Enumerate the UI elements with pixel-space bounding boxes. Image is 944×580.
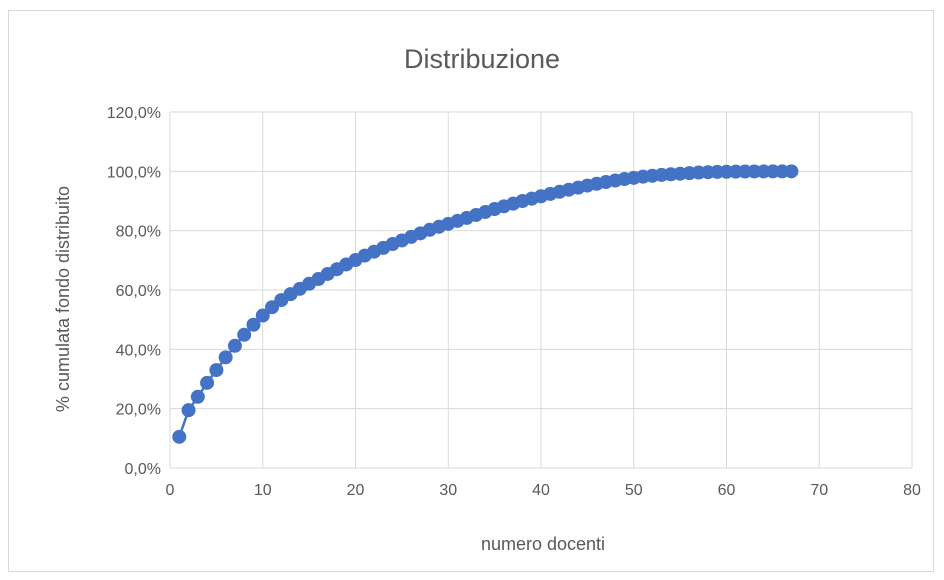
x-tick-label: 70 bbox=[810, 482, 828, 499]
y-tick-label: 60,0% bbox=[116, 283, 161, 300]
x-tick-label: 80 bbox=[903, 482, 921, 499]
data-point bbox=[209, 363, 224, 378]
x-axis-tick-labels: 0 10 20 30 40 50 60 70 80 bbox=[166, 482, 921, 499]
y-tick-label: 80,0% bbox=[116, 224, 161, 241]
chart-svg: Distribuzione 0,0% 20,0% 40,0% 60,0% 80,0% 10… bbox=[53, 44, 921, 554]
data-point bbox=[227, 338, 242, 353]
y-tick-label: 20,0% bbox=[116, 402, 161, 419]
data-point bbox=[255, 308, 270, 323]
data-point bbox=[172, 429, 187, 444]
chart-title: Distribuzione bbox=[404, 44, 560, 74]
y-tick-label: 40,0% bbox=[116, 342, 161, 359]
grid-lines bbox=[169, 111, 913, 469]
data-point bbox=[218, 350, 233, 365]
x-tick-label: 20 bbox=[347, 482, 365, 499]
x-tick-label: 0 bbox=[166, 482, 175, 499]
data-point bbox=[246, 317, 261, 332]
x-tick-label: 40 bbox=[532, 482, 550, 499]
data-point bbox=[190, 389, 205, 404]
x-tick-label: 30 bbox=[439, 482, 457, 499]
chart-frame: Distribuzione 0,0% 20,0% 40,0% 60,0% 80,0% 10… bbox=[8, 10, 934, 572]
data-series bbox=[172, 164, 799, 444]
data-point bbox=[181, 403, 196, 418]
y-tick-label: 120,0% bbox=[107, 105, 161, 122]
x-tick-label: 10 bbox=[254, 482, 272, 499]
y-tick-label: 100,0% bbox=[107, 164, 161, 181]
x-tick-label: 50 bbox=[625, 482, 643, 499]
y-axis-title: % cumulata fondo distribuito bbox=[53, 186, 73, 412]
x-tick-label: 60 bbox=[718, 482, 736, 499]
x-axis-title: numero docenti bbox=[481, 534, 605, 554]
y-axis-tick-labels: 0,0% 20,0% 40,0% 60,0% 80,0% 100,0% 120,0% bbox=[107, 105, 161, 478]
data-point bbox=[200, 375, 215, 390]
y-tick-label: 0,0% bbox=[125, 461, 161, 478]
data-point bbox=[784, 164, 799, 179]
data-point bbox=[237, 327, 252, 342]
